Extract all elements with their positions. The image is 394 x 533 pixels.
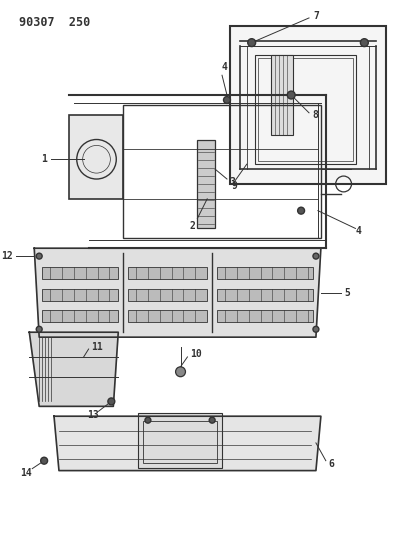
Circle shape [36,326,42,332]
Circle shape [223,96,230,103]
Bar [42,311,118,322]
Text: 4: 4 [355,227,361,237]
Polygon shape [34,248,321,337]
Bar [255,55,357,164]
Circle shape [36,253,42,259]
Circle shape [108,398,115,405]
Text: 90307  250: 90307 250 [19,16,91,29]
Circle shape [209,417,215,423]
Text: 9: 9 [232,181,238,191]
Circle shape [41,457,48,464]
Text: 14: 14 [20,467,32,478]
Text: 13: 13 [87,410,98,420]
Text: 3: 3 [229,177,235,187]
Polygon shape [29,332,118,406]
Bar [143,421,217,463]
Bar [42,289,118,301]
Bar [197,140,215,229]
Text: 1: 1 [41,154,47,164]
Bar [69,115,123,199]
Circle shape [287,91,295,99]
Circle shape [145,417,151,423]
Bar [230,26,386,184]
Bar [217,289,313,301]
Circle shape [297,207,305,214]
Bar [217,267,313,279]
Text: 10: 10 [190,349,202,359]
Text: 7: 7 [313,11,319,21]
Text: 4: 4 [222,62,228,72]
Text: 5: 5 [345,288,350,298]
Polygon shape [54,416,321,471]
Bar [217,311,313,322]
Bar [123,105,321,238]
Bar [128,289,207,301]
Text: 11: 11 [91,342,103,352]
Circle shape [176,367,186,377]
Circle shape [248,39,256,46]
Bar [42,267,118,279]
Bar [271,55,293,134]
Bar [258,59,353,161]
Circle shape [313,326,319,332]
Circle shape [313,253,319,259]
Text: 12: 12 [1,251,13,261]
Circle shape [361,39,368,46]
Text: 8: 8 [312,110,318,120]
Bar [128,311,207,322]
Text: 2: 2 [190,222,195,231]
Bar [138,413,222,467]
Text: 6: 6 [329,459,335,469]
Bar [128,267,207,279]
